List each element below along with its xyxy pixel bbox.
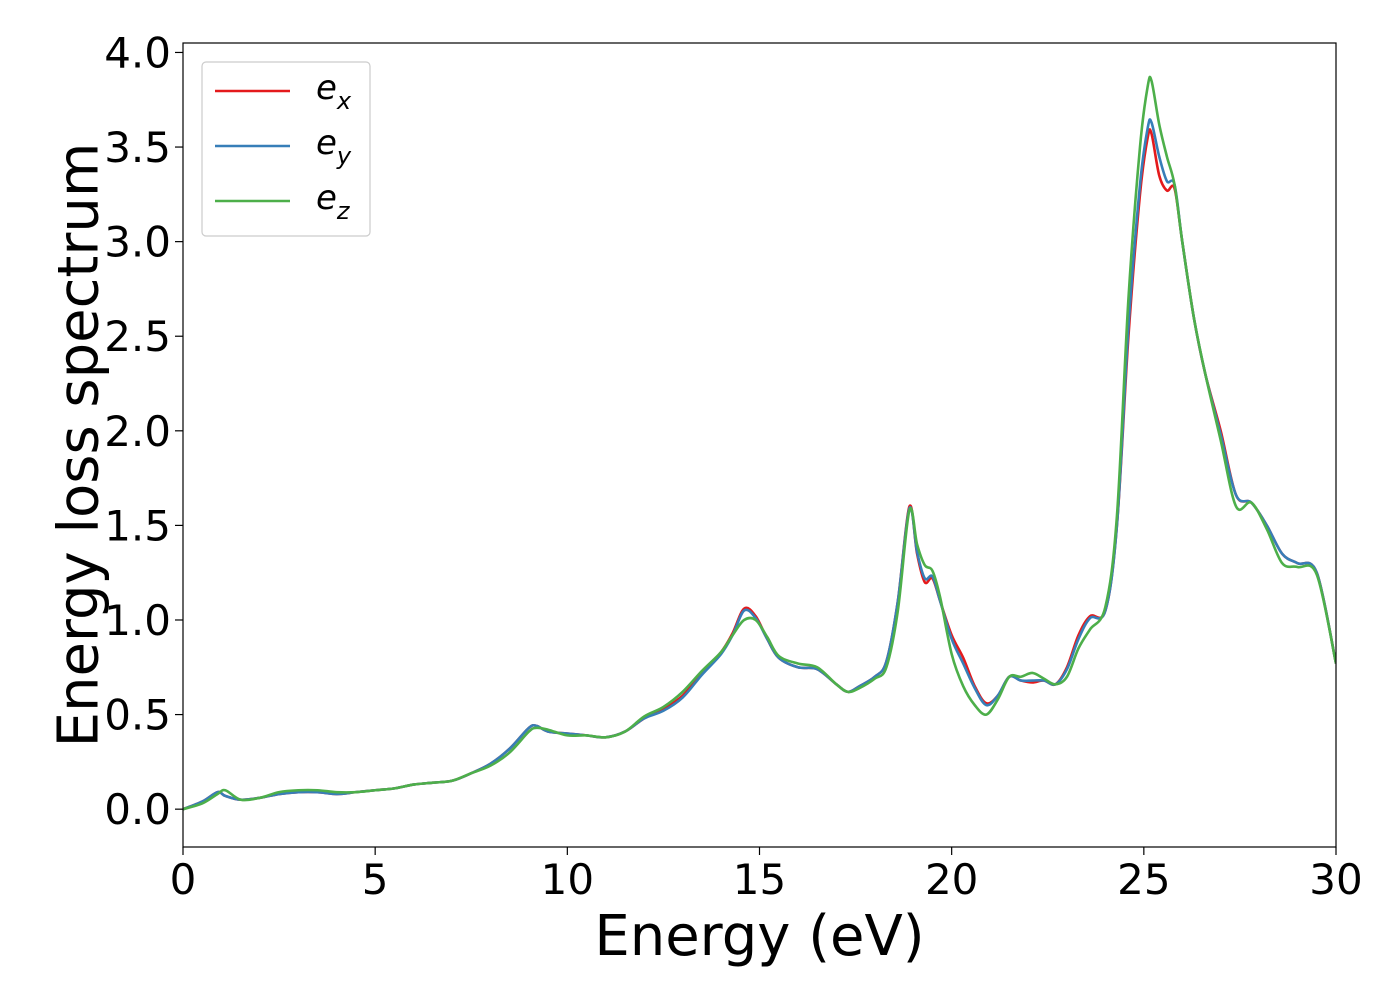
y-tick-label: 1.0 <box>104 596 171 645</box>
legend-box <box>201 61 371 237</box>
x-tick-label: 30 <box>1309 855 1362 904</box>
x-tick-label: 20 <box>925 855 978 904</box>
y-tick-label: 4.0 <box>104 28 171 77</box>
y-tick-label: 3.0 <box>104 218 171 267</box>
series-line-z <box>183 75 1336 811</box>
legend-label-z: ez <box>316 178 351 225</box>
x-tick-label: 0 <box>170 855 197 904</box>
y-tick-label: 0.5 <box>104 691 171 740</box>
x-tick-label: 25 <box>1117 855 1170 904</box>
y-tick-label: 3.5 <box>104 123 171 172</box>
y-tick-label: 2.5 <box>104 312 171 361</box>
legend-label-x: ex <box>316 68 352 115</box>
y-tick-label: 1.5 <box>104 501 171 550</box>
x-tick-label: 15 <box>733 855 786 904</box>
y-axis-ticks: 0.0 0.5 1.0 1.5 2.0 2.5 3.0 3.5 4.0 <box>104 28 183 834</box>
y-tick-label: 2.0 <box>104 407 171 456</box>
y-axis-label: Energy loss spectrum <box>47 143 112 748</box>
x-axis-ticks: 0 5 10 15 20 25 30 <box>170 847 1363 904</box>
legend: ex ey ez <box>201 61 371 237</box>
series-layer <box>183 75 1336 811</box>
y-tick-label: 0.0 <box>104 785 171 834</box>
x-axis-label: Energy (eV) <box>594 904 924 969</box>
legend-label-y: ey <box>316 123 352 170</box>
x-tick-label: 5 <box>362 855 389 904</box>
x-tick-label: 10 <box>541 855 594 904</box>
